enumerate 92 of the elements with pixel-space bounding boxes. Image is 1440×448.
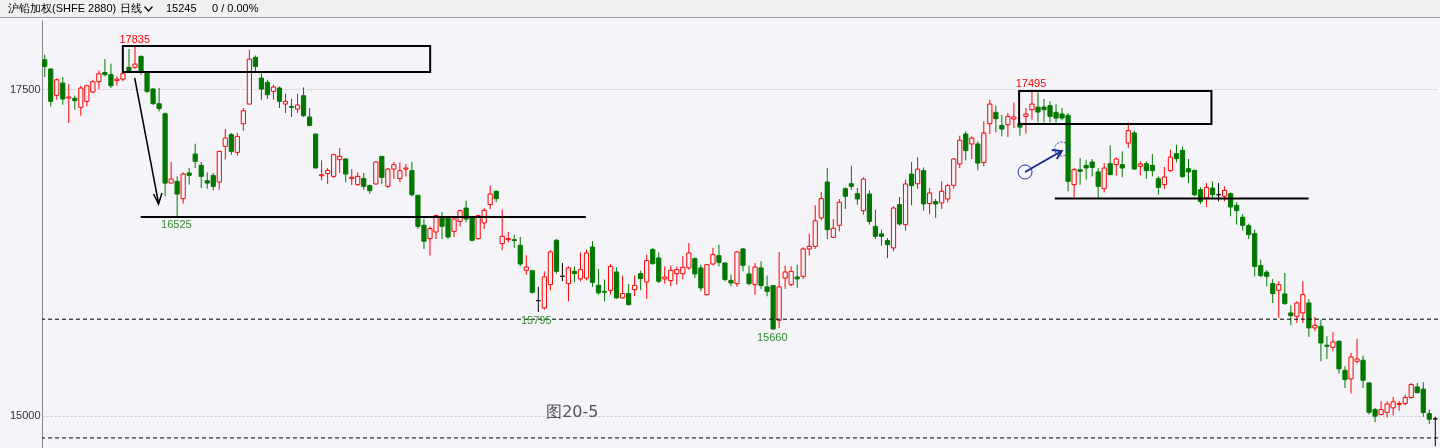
candlestick [66, 83, 72, 124]
y-tick-label: 15000 [9, 409, 41, 422]
candlestick [836, 198, 842, 232]
annotation: 17835 [119, 33, 150, 46]
candlestick [228, 132, 234, 156]
candlestick [1155, 175, 1161, 196]
candlestick [319, 159, 325, 181]
candlestick [168, 161, 174, 184]
candlestick [1342, 365, 1348, 389]
candlestick [373, 160, 379, 186]
annotation: 图20-5 [546, 402, 599, 421]
candlestick [638, 270, 644, 291]
candlestick [288, 98, 295, 118]
candlestick [174, 175, 180, 218]
candlestick [403, 163, 409, 177]
candlestick [300, 86, 307, 118]
text: 15245 [166, 1, 197, 16]
annotation: 15795 [520, 314, 552, 327]
candlestick [933, 198, 939, 219]
candlestick [1107, 144, 1113, 176]
candlestick [842, 186, 848, 210]
candlestick [632, 275, 638, 297]
candlestick [379, 155, 385, 185]
candlestick [1318, 319, 1324, 362]
candlestick [60, 76, 66, 106]
candlestick [644, 254, 650, 300]
candlestick [565, 265, 572, 302]
candlestick [1023, 107, 1029, 135]
candlestick [192, 143, 198, 169]
candlestick [818, 191, 824, 221]
candlestick [523, 254, 529, 276]
candlestick [987, 99, 993, 135]
text: 0 / 0.00% [212, 1, 259, 16]
candlestick [276, 85, 283, 109]
chart-title: 沪铅加权(SHFE 2880) [8, 1, 117, 16]
candlestick [1071, 167, 1077, 198]
text: 日线 [120, 1, 142, 16]
candlestick [1360, 355, 1366, 389]
candlestick [1161, 166, 1168, 190]
candlestick [963, 130, 969, 161]
candlestick [1203, 182, 1210, 208]
candlestick [993, 105, 999, 133]
candlestick [746, 265, 752, 286]
candlestick [908, 161, 915, 206]
candlestick [294, 93, 301, 114]
annotation: 15660 [756, 331, 788, 344]
candlestick [758, 260, 764, 290]
candlestick [896, 196, 903, 227]
candlestick [397, 161, 403, 183]
candlestick [969, 135, 975, 160]
candlestick [794, 264, 800, 289]
candlestick [927, 187, 933, 215]
annotation: 17495 [1015, 77, 1047, 90]
candlestick [1282, 272, 1288, 306]
candlestick [999, 114, 1005, 137]
candlestick [607, 263, 614, 296]
candlestick [752, 262, 758, 296]
candlestick [132, 44, 138, 70]
candlestick [914, 156, 921, 190]
candlestick [1113, 156, 1119, 177]
candlestick [1077, 157, 1083, 186]
candlestick [1095, 167, 1101, 199]
candlestick [1167, 149, 1174, 173]
candlestick [222, 128, 228, 161]
candlestick [234, 132, 240, 157]
candlestick [240, 107, 246, 132]
candlestick [198, 161, 204, 189]
candlestick [1276, 280, 1282, 319]
candlestick [529, 270, 535, 295]
candlestick [1029, 89, 1035, 121]
candlestick [1324, 335, 1330, 360]
annotation: 16525 [161, 218, 192, 231]
candlestick [54, 77, 60, 101]
candlestick [487, 185, 493, 210]
candlestick [848, 165, 854, 191]
candlestick [1125, 121, 1131, 149]
candlestick [1330, 331, 1336, 352]
candlestick [620, 275, 626, 300]
candlestick [282, 93, 289, 114]
candlestick [884, 237, 891, 259]
candlestick [1288, 304, 1294, 326]
candlestick [1101, 162, 1107, 193]
candlestick [975, 140, 981, 171]
candlestick [830, 218, 836, 239]
candlestick [42, 54, 48, 78]
candlestick [1270, 278, 1276, 304]
candlestick [343, 157, 349, 183]
candlestick [517, 236, 523, 267]
candlestick [1119, 150, 1125, 178]
candlestick [728, 274, 734, 287]
y-tick-label: 17500 [9, 82, 41, 95]
candlestick [1312, 316, 1318, 332]
